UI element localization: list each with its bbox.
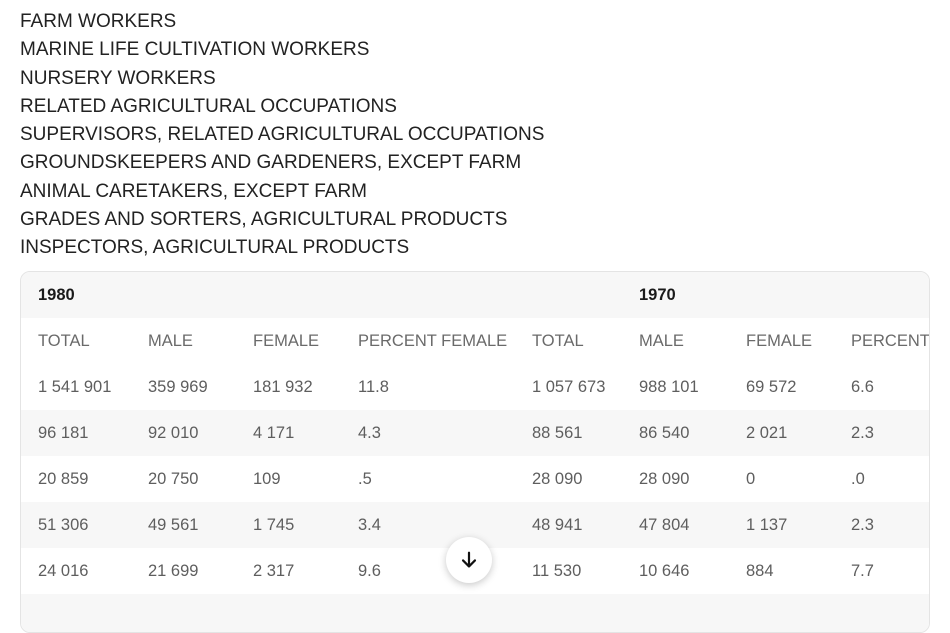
table-cell: 7.7 bbox=[851, 562, 874, 580]
table-cell: 4 171 bbox=[253, 424, 295, 442]
table-cell: 2.3 bbox=[851, 516, 874, 534]
table-cell: 47 804 bbox=[639, 516, 690, 534]
table-cell: 884 bbox=[746, 562, 774, 580]
occupation-item: GROUNDSKEEPERS AND GARDENERS, EXCEPT FAR… bbox=[20, 152, 522, 174]
table-cell: 2.3 bbox=[851, 424, 874, 442]
table-cell: 10 646 bbox=[639, 562, 690, 580]
occupation-item: NURSERY WORKERS bbox=[20, 67, 216, 89]
scroll-down-button[interactable] bbox=[446, 537, 492, 583]
table-cell: 1 541 901 bbox=[38, 378, 112, 396]
table-cell: 359 969 bbox=[148, 378, 208, 396]
table-cell: 2 317 bbox=[253, 562, 295, 580]
table-cell: .0 bbox=[851, 470, 865, 488]
table-cell: .5 bbox=[358, 470, 372, 488]
table-cell: 20 859 bbox=[38, 470, 89, 488]
table-cell: 69 572 bbox=[746, 378, 797, 396]
table-cell: 9.6 bbox=[358, 562, 381, 580]
occupation-item: RELATED AGRICULTURAL OCCUPATIONS bbox=[20, 95, 397, 117]
occupation-item: MARINE LIFE CULTIVATION WORKERS bbox=[20, 39, 370, 61]
table-cell: 0 bbox=[746, 470, 756, 488]
table-cell: 1 137 bbox=[746, 516, 788, 534]
table-cell: 21 699 bbox=[148, 562, 199, 580]
table-cell: 48 941 bbox=[532, 516, 583, 534]
table-cell: 28 090 bbox=[639, 470, 690, 488]
year-header-row: 1980 1970 bbox=[21, 272, 929, 318]
table-cell: 11 530 bbox=[532, 562, 582, 580]
column-header: FEMALE bbox=[253, 332, 320, 350]
column-header: PERCENT bbox=[851, 332, 930, 350]
year-1970-header: 1970 bbox=[639, 286, 676, 304]
table-cell: 1 745 bbox=[253, 516, 295, 534]
table-cell: 51 306 bbox=[38, 516, 89, 534]
year-1980-header: 1980 bbox=[38, 286, 75, 304]
table-cell: 6.6 bbox=[851, 378, 874, 396]
column-header: FEMALE bbox=[746, 332, 813, 350]
column-header: TOTAL bbox=[38, 332, 90, 350]
occupation-item: INSPECTORS, AGRICULTURAL PRODUCTS bbox=[20, 237, 410, 259]
data-table[interactable]: 1980 1970 TOTAL MALE FEMALE PERCENT FEMA… bbox=[20, 271, 930, 633]
table-row-partial bbox=[21, 594, 929, 632]
occupation-item: SUPERVISORS, RELATED AGRICULTURAL OCCUPA… bbox=[20, 124, 545, 146]
table-cell: 20 750 bbox=[148, 470, 199, 488]
table-cell: 181 932 bbox=[253, 378, 313, 396]
column-header: TOTAL bbox=[532, 332, 584, 350]
table-cell: 988 101 bbox=[639, 378, 699, 396]
table-row: 1 541 901 359 969 181 932 11.8 1 057 673… bbox=[21, 364, 929, 410]
column-header: MALE bbox=[148, 332, 193, 350]
occupation-list: FARM WORKERS MARINE LIFE CULTIVATION WOR… bbox=[20, 8, 544, 263]
table-row: 96 181 92 010 4 171 4.3 88 561 86 540 2 … bbox=[21, 410, 929, 456]
table-cell: 3.4 bbox=[358, 516, 381, 534]
table-cell: 86 540 bbox=[639, 424, 690, 442]
column-header: PERCENT FEMALE bbox=[358, 332, 508, 350]
table-row: 20 859 20 750 109 .5 28 090 28 090 0 .0 bbox=[21, 456, 929, 502]
table-cell: 96 181 bbox=[38, 424, 89, 442]
table-cell: 88 561 bbox=[532, 424, 583, 442]
column-header-row: TOTAL MALE FEMALE PERCENT FEMALE TOTAL M… bbox=[21, 318, 929, 364]
table-cell: 28 090 bbox=[532, 470, 583, 488]
occupation-item: ANIMAL CARETAKERS, EXCEPT FARM bbox=[20, 180, 368, 202]
column-header: MALE bbox=[639, 332, 684, 350]
table-cell: 49 561 bbox=[148, 516, 199, 534]
arrow-down-icon bbox=[461, 551, 477, 568]
table-body: 1 541 901 359 969 181 932 11.8 1 057 673… bbox=[21, 364, 929, 632]
table-cell: 92 010 bbox=[148, 424, 199, 442]
table-cell: 24 016 bbox=[38, 562, 89, 580]
occupation-item: GRADES AND SORTERS, AGRICULTURAL PRODUCT… bbox=[20, 209, 508, 231]
table-cell: 4.3 bbox=[358, 424, 381, 442]
table-cell: 11.8 bbox=[358, 378, 389, 396]
table-cell: 2 021 bbox=[746, 424, 788, 442]
table-cell: 1 057 673 bbox=[532, 378, 606, 396]
occupation-item: FARM WORKERS bbox=[20, 11, 177, 32]
table-cell: 109 bbox=[253, 470, 281, 488]
